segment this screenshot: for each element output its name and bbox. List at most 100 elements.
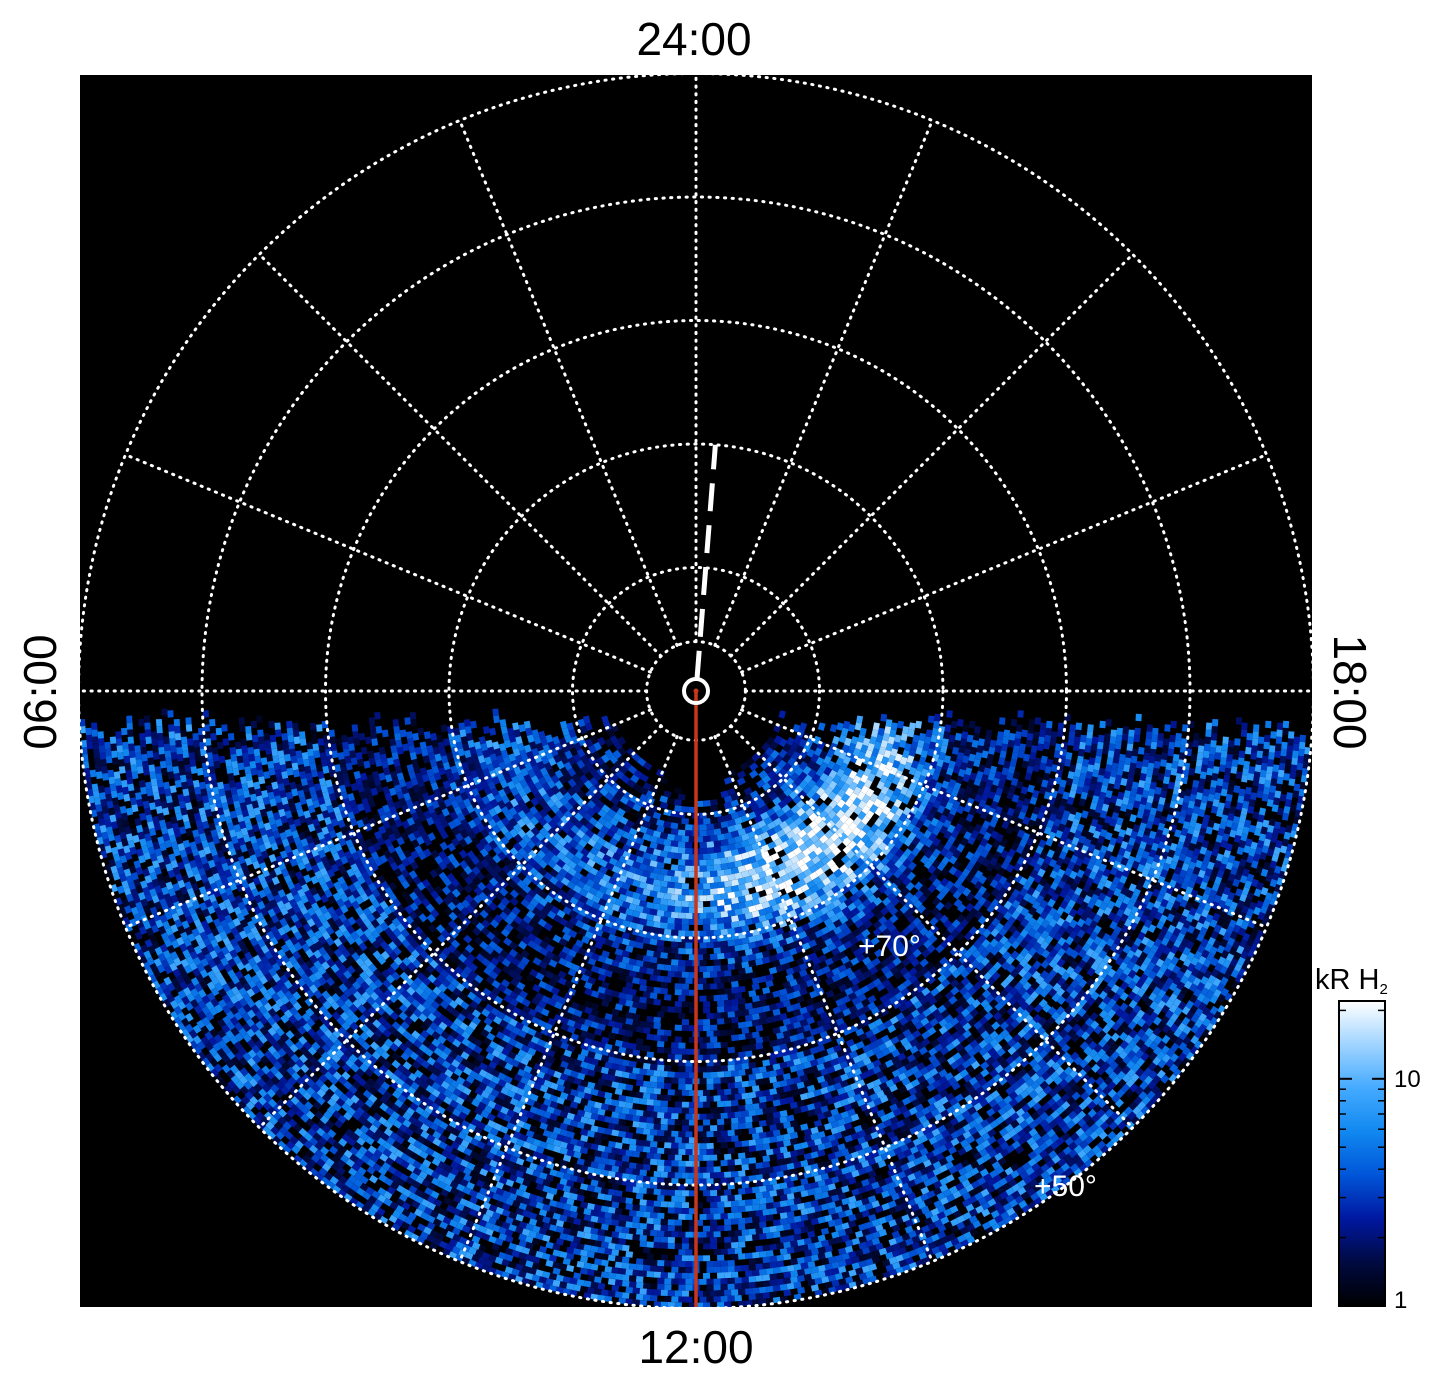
emission-cell <box>779 782 790 792</box>
emission-cell <box>844 737 852 747</box>
emission-cell <box>610 796 620 806</box>
emission-cell <box>656 909 665 917</box>
emission-cell <box>717 1071 725 1078</box>
emission-cell <box>392 719 400 727</box>
emission-cell <box>724 1017 732 1025</box>
emission-cell <box>569 747 578 757</box>
emission-cell <box>330 743 338 752</box>
emission-cell <box>678 942 686 949</box>
emission-cell <box>724 1070 732 1078</box>
emission-cell <box>593 842 603 851</box>
emission-cell <box>269 734 277 743</box>
emission-cell <box>841 782 851 792</box>
emission-cell <box>720 928 729 936</box>
emission-cell <box>622 760 632 770</box>
emission-cell <box>653 1088 661 1095</box>
emission-cell <box>954 732 962 741</box>
emission-cell <box>628 827 638 837</box>
emission-cell <box>589 846 600 856</box>
emission-cell <box>717 833 726 841</box>
emission-cell <box>857 734 866 743</box>
emission-cell <box>674 1001 682 1008</box>
emission-cell <box>598 859 608 868</box>
emission-cell <box>587 755 597 766</box>
emission-cell <box>630 774 640 784</box>
emission-cell <box>780 854 790 863</box>
emission-cell <box>577 718 586 728</box>
emission-cell <box>616 800 626 810</box>
emission-cell <box>723 813 733 822</box>
emission-cell <box>772 803 782 813</box>
emission-cell <box>674 953 682 960</box>
emission-cell <box>860 774 869 784</box>
emission-cell <box>867 742 875 752</box>
emission-cell <box>645 846 655 855</box>
emission-cell <box>667 923 675 930</box>
emission-cell <box>703 871 711 878</box>
emission-cell <box>656 1040 665 1048</box>
emission-cell <box>699 859 707 866</box>
emission-cell <box>734 944 743 952</box>
emission-cell <box>674 1107 682 1114</box>
emission-cell <box>744 863 753 871</box>
emission-cell <box>836 779 845 789</box>
emission-cell <box>713 994 721 1002</box>
emission-cell <box>703 889 711 896</box>
emission-cell <box>748 1091 757 1099</box>
emission-cell <box>724 880 733 888</box>
emission-cell <box>720 964 729 972</box>
emission-cell <box>685 865 693 872</box>
emission-cell <box>1017 710 1024 718</box>
emission-cell <box>727 788 736 796</box>
emission-cell <box>639 793 649 803</box>
emission-cell <box>688 806 696 813</box>
emission-cell <box>310 729 318 738</box>
emission-cell <box>595 799 605 809</box>
emission-cell <box>561 727 570 737</box>
emission-cell <box>625 1066 634 1074</box>
emission-cell <box>642 833 651 842</box>
emission-cell <box>1007 739 1015 748</box>
emission-cell <box>827 791 837 801</box>
emission-cell <box>706 876 715 884</box>
emission-cell <box>748 868 757 876</box>
emission-cell <box>681 835 689 843</box>
emission-cell <box>605 862 615 871</box>
emission-cell <box>703 1101 711 1108</box>
emission-cell <box>671 947 679 954</box>
emission-cell <box>627 765 638 775</box>
emission-cell <box>811 792 821 802</box>
emission-cell <box>750 803 760 812</box>
emission-cell <box>760 804 770 814</box>
emission-cell <box>710 852 718 860</box>
emission-cell <box>617 736 627 746</box>
emission-cell <box>1050 731 1058 739</box>
emission-cell <box>736 777 746 786</box>
emission-cell <box>871 748 880 757</box>
emission-cell <box>635 1091 644 1099</box>
emission-cell <box>790 772 800 782</box>
emission-cell <box>670 846 679 854</box>
emission-cell <box>677 793 686 801</box>
emission-cell <box>1054 743 1062 752</box>
emission-cell <box>331 750 339 759</box>
emission-cell <box>852 747 861 757</box>
emission-cell <box>518 724 526 733</box>
emission-cell <box>677 865 686 872</box>
emission-cell <box>656 1011 665 1018</box>
emission-cell <box>576 789 586 799</box>
emission-cell <box>931 727 939 736</box>
emission-cell <box>503 739 512 749</box>
emission-cell <box>642 851 651 860</box>
emission-cell <box>674 971 682 978</box>
emission-cell <box>657 1064 665 1072</box>
emission-cell <box>724 987 732 995</box>
emission-cell <box>646 985 655 993</box>
emission-cell <box>717 988 725 995</box>
emission-cell <box>588 817 598 826</box>
emission-cell <box>782 743 792 753</box>
emission-cell <box>738 1069 746 1076</box>
emission-cell <box>667 881 675 889</box>
emission-cell <box>625 1102 634 1109</box>
emission-cell <box>720 1041 729 1048</box>
